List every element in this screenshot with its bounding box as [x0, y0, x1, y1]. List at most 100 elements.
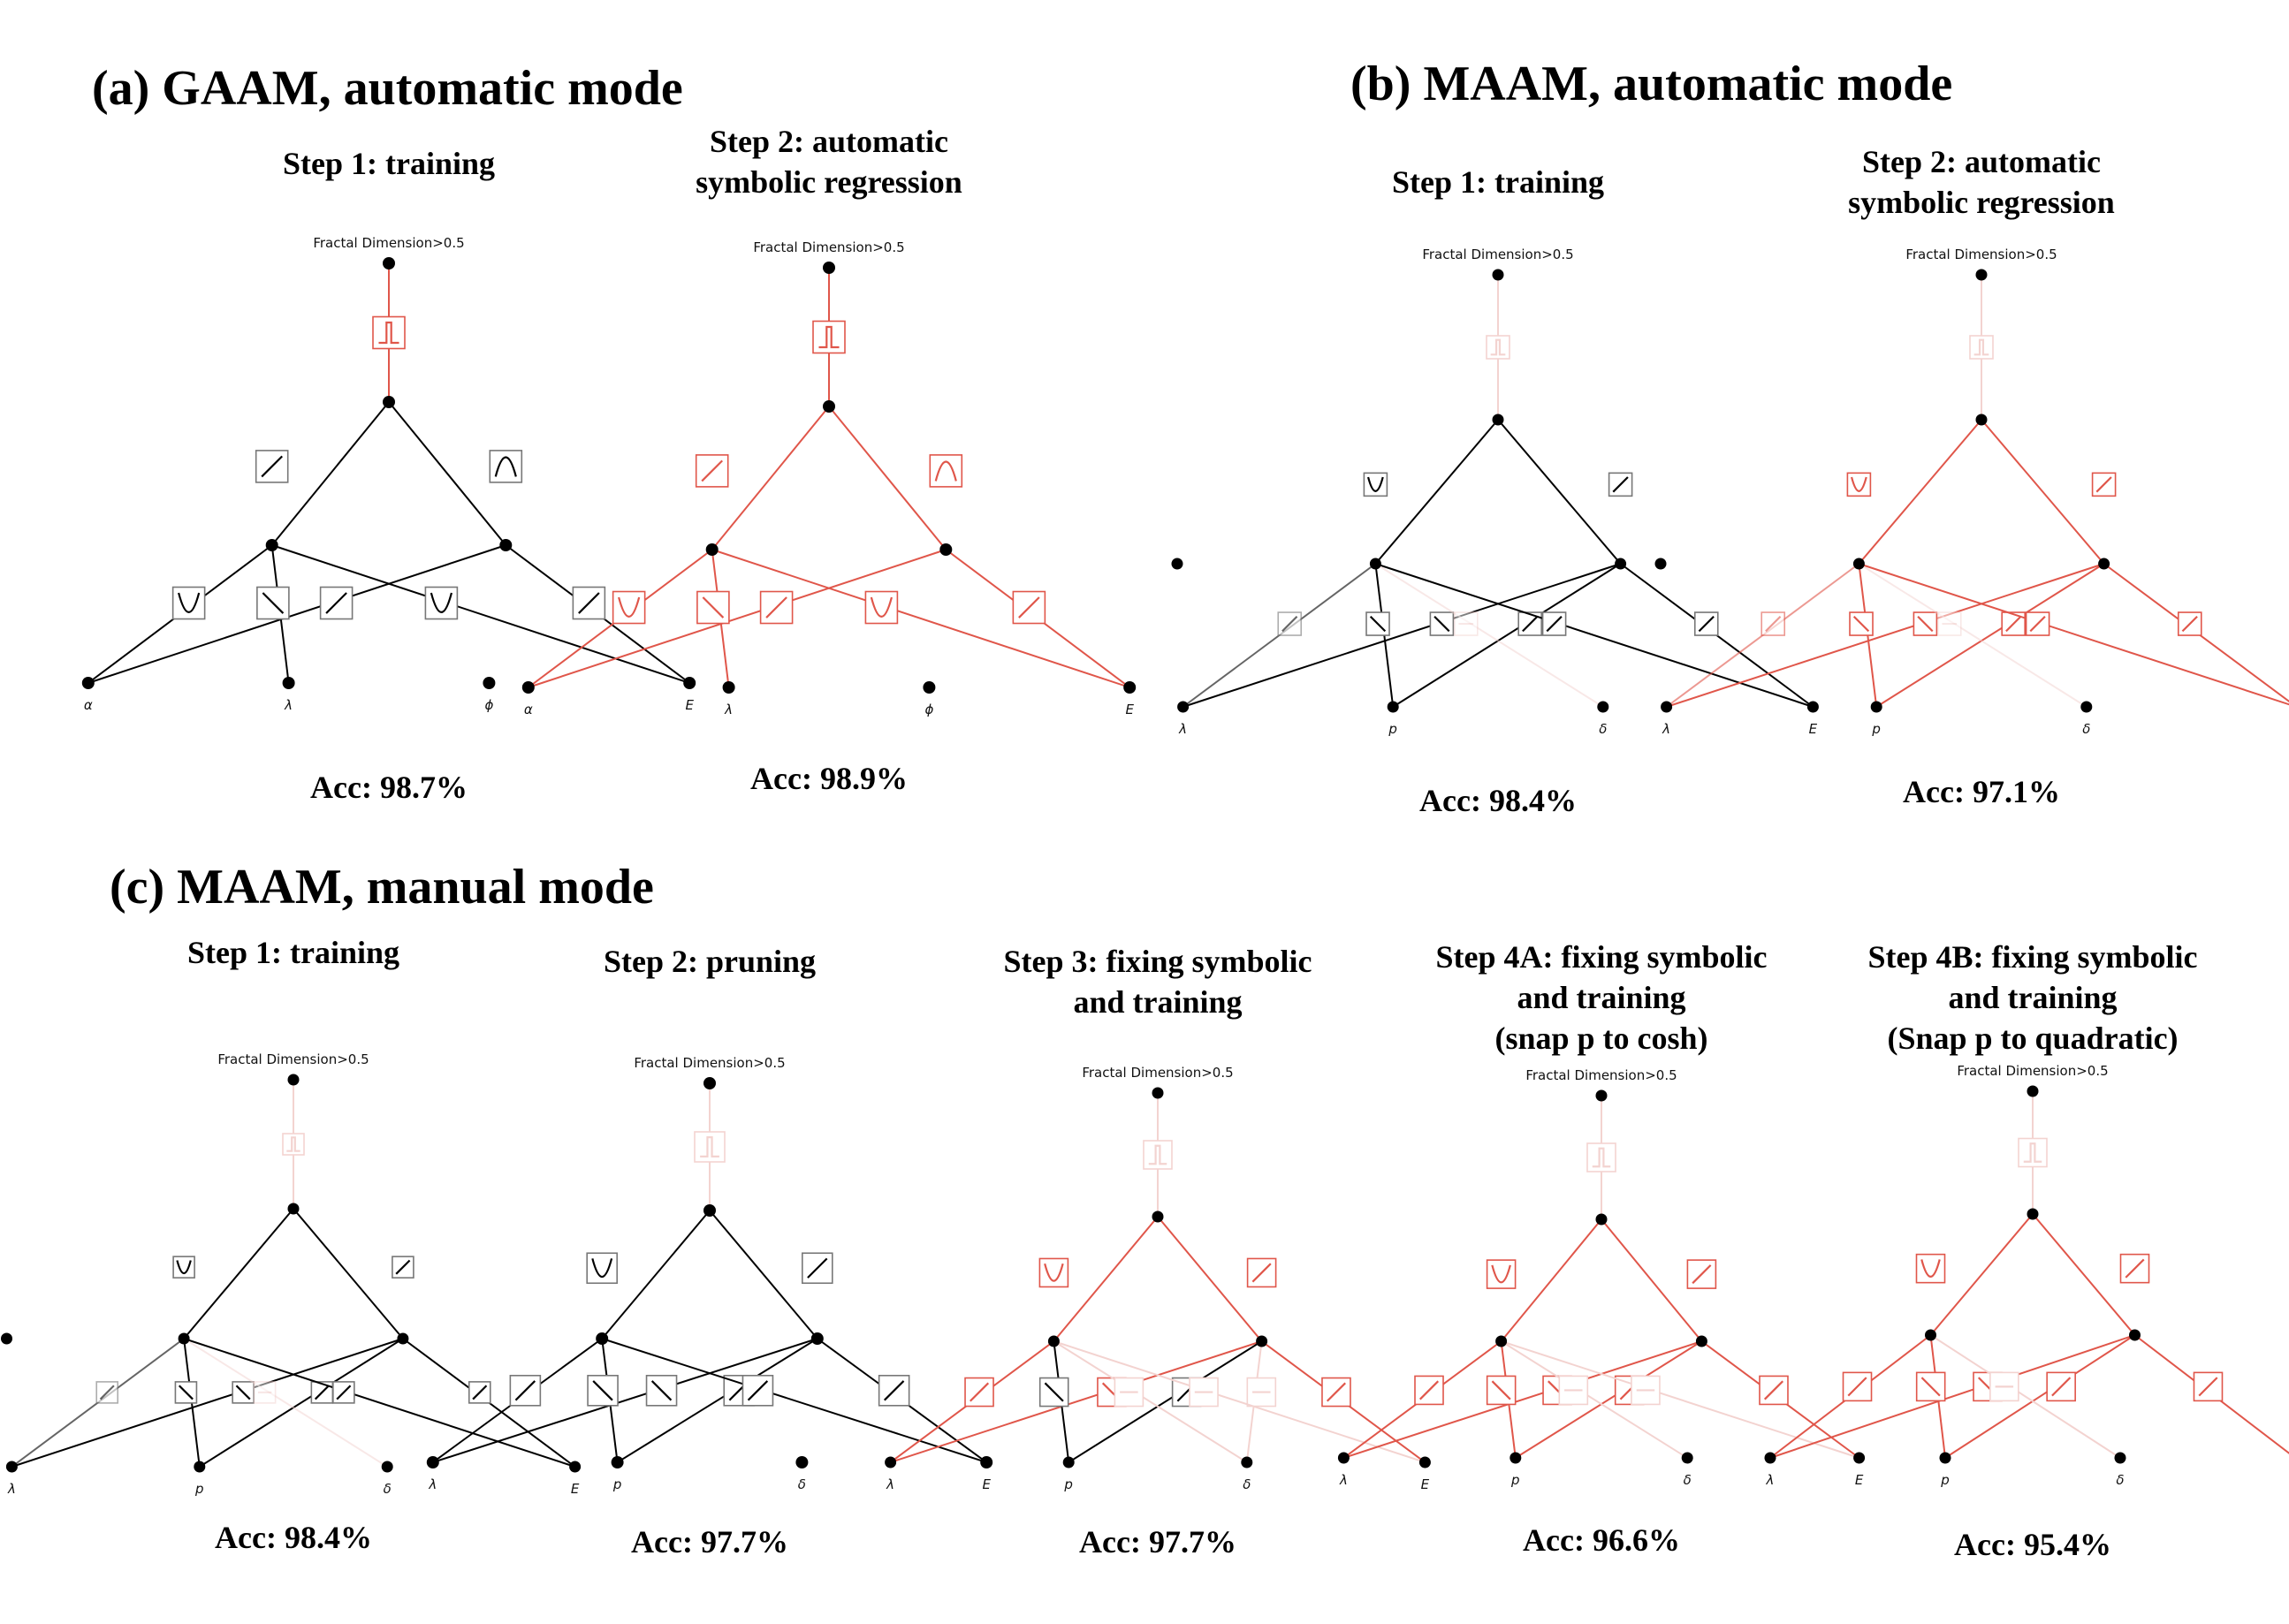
input-label: ϕ: [924, 702, 933, 717]
layer2-activation-box: [1686, 1259, 1717, 1289]
linear-icon: [2181, 615, 2198, 633]
hidden-node: [178, 1332, 190, 1345]
linear-icon: [2095, 476, 2112, 493]
layer2-edge: [183, 1208, 294, 1339]
layer1-edge: [183, 1338, 388, 1468]
layer1-activation-box: [878, 1375, 910, 1407]
step-icon: [1973, 338, 1989, 356]
input-label: p: [1871, 721, 1881, 737]
panel-a-title: (a) GAAM, automatic mode: [92, 61, 683, 116]
input-node: [1597, 701, 1609, 713]
step-icon: [2023, 1142, 2042, 1163]
layer1-edge: [1858, 563, 2087, 708]
step-title-line: Step 3: fixing symbolic: [1003, 944, 1312, 979]
input-label: α: [524, 702, 533, 717]
output-node: [1492, 269, 1504, 281]
linear-neg-icon: [592, 1380, 613, 1401]
linear-neg-icon: [1369, 615, 1387, 633]
layer1-edge: [1053, 1340, 1248, 1463]
layer1-edge: [432, 1338, 818, 1463]
input-node: [722, 681, 735, 694]
layer1-activation-box: [572, 586, 606, 620]
layer1-edge: [271, 544, 690, 684]
step-title-line: and training: [1517, 980, 1685, 1015]
input-node: [569, 1461, 582, 1473]
layer1-edge: [528, 549, 947, 688]
layer2-activation-box: [1038, 1257, 1069, 1288]
input-node: [885, 1456, 897, 1468]
input-label: λ: [886, 1476, 894, 1492]
layer1-edge: [1944, 1334, 2136, 1459]
input-label: λ: [1178, 721, 1187, 737]
layer1-edge: [1875, 563, 2105, 708]
input-node: [1062, 1456, 1075, 1468]
layer1-edge: [11, 1338, 404, 1468]
layer1-activation-box: [2025, 611, 2050, 636]
input-node: [2114, 1452, 2126, 1464]
output-node: [1975, 269, 1988, 281]
layer2-edge: [293, 1208, 404, 1339]
layer2-activation-box: [2119, 1253, 2150, 1284]
input-label: δ: [1684, 1472, 1692, 1488]
step-icon: [1592, 1147, 1611, 1168]
hidden-node: [397, 1332, 409, 1345]
layer1-activation-box: [1414, 1375, 1444, 1406]
layer2-edge: [1497, 419, 1622, 565]
input-node: [1661, 701, 1673, 713]
input-node: [483, 677, 496, 689]
hidden-node: [1369, 558, 1381, 570]
linear-neg-icon: [1044, 1382, 1064, 1402]
accuracy-label: Acc: 97.7%: [1079, 1524, 1236, 1559]
layer1-edge: [1374, 563, 1604, 708]
layer1-activation-box: [171, 586, 206, 620]
input-node: [1764, 1452, 1776, 1464]
linear-icon: [2051, 1377, 2072, 1397]
layer1-edge: [1859, 563, 2289, 706]
accuracy-label: Acc: 95.4%: [1954, 1527, 2111, 1562]
layer1-activation-box: [1937, 611, 1962, 636]
layer1-edge: [890, 1340, 1262, 1463]
output-node: [703, 1077, 716, 1089]
layer1-edge: [199, 1338, 404, 1468]
layer1-activation-box: [1693, 611, 1719, 636]
output-node: [383, 257, 395, 269]
layer2-edge: [1858, 419, 1982, 565]
layer1-activation-box: [1114, 1377, 1144, 1408]
sum-node: [823, 400, 835, 413]
layer1-activation-box: [310, 1381, 334, 1404]
layer1-activation-box: [1365, 611, 1390, 636]
hidden-node: [2098, 558, 2110, 570]
layer2-activation-box: [392, 1256, 414, 1279]
input-label: δ: [1243, 1476, 1251, 1492]
layer2-activation-box: [695, 454, 729, 488]
layer1-activation-box: [468, 1381, 491, 1404]
layer1-activation-box: [1189, 1377, 1219, 1408]
output-activation-box: [1969, 335, 1994, 360]
step-title-line: Step 2: automatic: [710, 124, 948, 159]
layer2-edge: [1601, 1218, 1703, 1342]
input-label: p: [194, 1481, 204, 1497]
linear-icon: [1418, 1380, 1440, 1400]
layer1-edge: [1392, 563, 1622, 708]
output-activation-box: [1486, 335, 1510, 360]
output-activation-box: [2018, 1137, 2048, 1168]
parabola-down-icon: [494, 456, 517, 477]
output-label: Fractal Dimension>0.5: [1422, 247, 1573, 262]
linear-icon: [395, 1259, 411, 1275]
pruned-hidden-node: [1654, 558, 1667, 570]
layer2-edge: [1374, 419, 1499, 565]
parabola-up-icon: [1920, 1259, 1941, 1278]
accuracy-label: Acc: 97.7%: [631, 1524, 788, 1559]
layer1-activation-box: [2177, 611, 2202, 636]
layer1-activation-box: [1486, 1375, 1517, 1406]
sum-node: [383, 396, 395, 408]
network-c1: Step 1: training Fractal Dimension>0.5 λ p δ…: [1, 935, 582, 1555]
step-title-line: Step 2: pruning: [604, 944, 816, 979]
layer1-edge: [87, 544, 506, 684]
layer2-activation-box: [1846, 472, 1872, 497]
step-title-line: Step 1: training: [1392, 164, 1604, 200]
output-node: [2027, 1085, 2039, 1097]
layer1-activation-box: [1989, 1371, 2019, 1402]
parabola-up-icon: [1851, 476, 1867, 492]
layer1-activation-box: [1913, 611, 1938, 636]
